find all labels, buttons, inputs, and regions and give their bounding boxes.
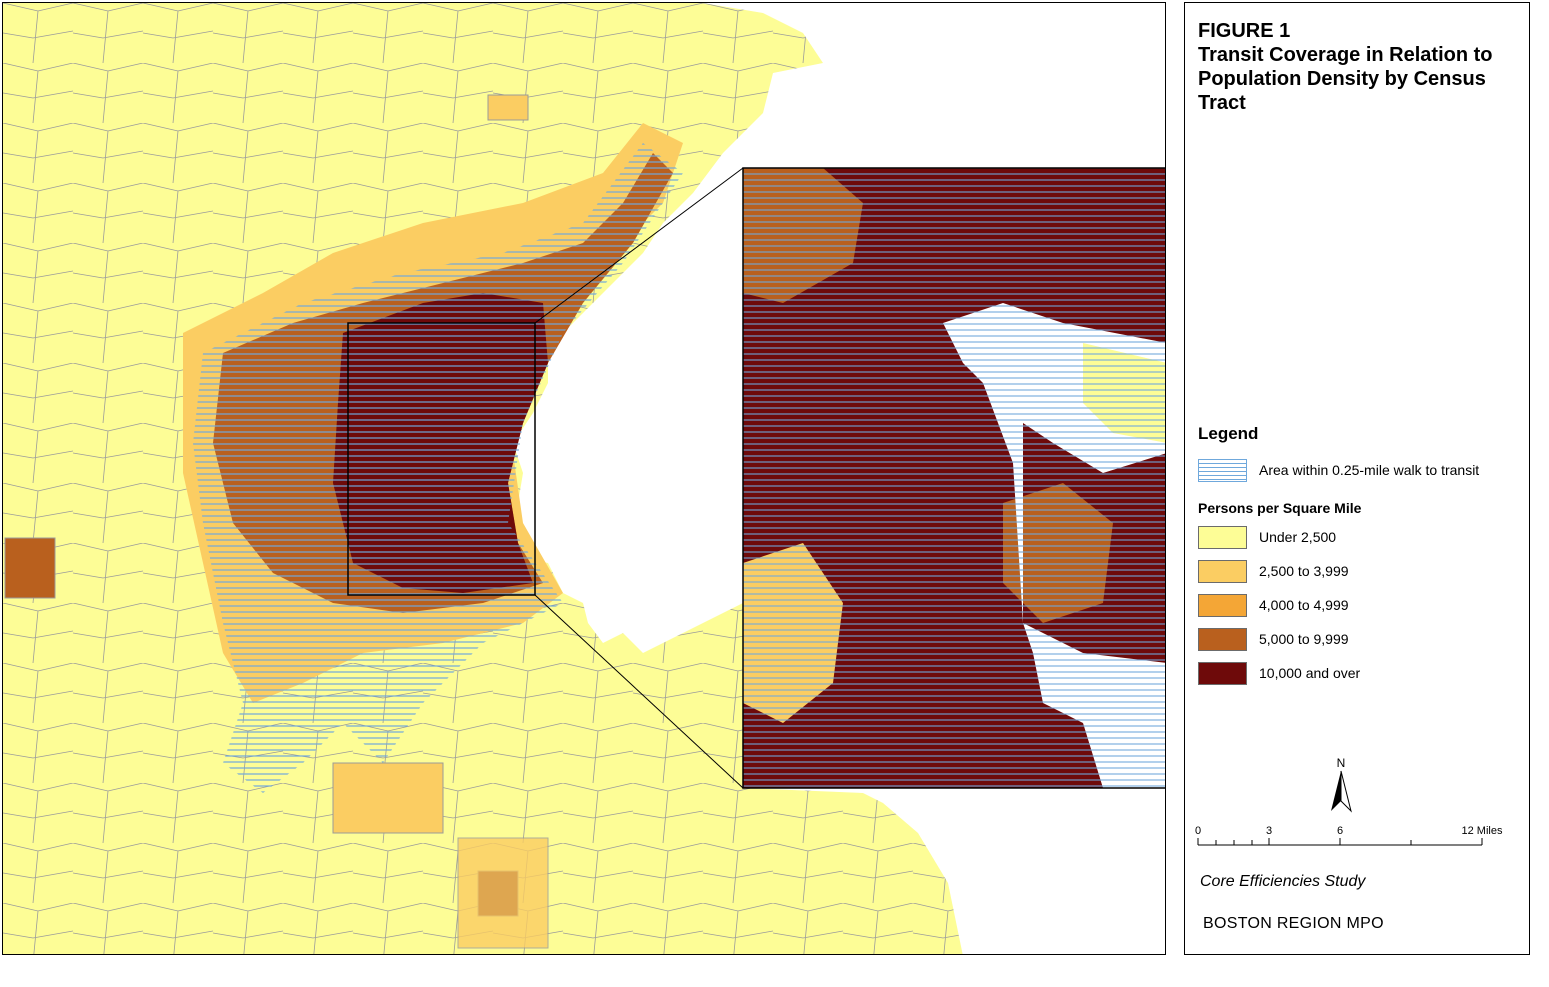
tract-sw-orange <box>332 762 444 834</box>
legend-item-class-0: Under 2,500 <box>1198 525 1336 549</box>
inset-leader-bottom <box>534 594 744 789</box>
tract-south-orange <box>457 837 549 949</box>
figure-label: FIGURE 1 <box>1198 20 1291 42</box>
scale-bar: 0 3 6 12 Miles <box>1195 825 1503 846</box>
main-map[interactable] <box>2 2 1166 955</box>
class-label-2: 4,000 to 4,999 <box>1259 597 1349 613</box>
figure-title: FIGURE 1 Transit Coverage in Relation to… <box>1198 19 1523 115</box>
scale-tick-0: 0 <box>1195 825 1201 837</box>
class-swatch-3 <box>1198 627 1247 651</box>
inset-source-box <box>347 322 536 596</box>
class-swatch-4 <box>1198 661 1247 685</box>
legend-item-class-2: 4,000 to 4,999 <box>1198 593 1349 617</box>
class-label-3: 5,000 to 9,999 <box>1259 631 1349 647</box>
legend-heading: Legend <box>1198 424 1259 443</box>
title-line-2: Population Density by Census <box>1198 68 1486 90</box>
transit-coverage-hatch <box>193 143 683 793</box>
class-label-1: 2,500 to 3,999 <box>1259 563 1349 579</box>
class-label-0: Under 2,500 <box>1259 529 1337 545</box>
map-canvas <box>3 3 1165 954</box>
study-name: Core Efficiencies Study <box>1200 873 1366 890</box>
class-label-4: 10,000 and over <box>1259 665 1361 681</box>
scale-tick-3: 3 <box>1266 825 1272 837</box>
inset-map <box>742 167 1165 789</box>
scale-tick-6: 6 <box>1337 825 1343 837</box>
north-arrow-icon: N <box>1331 756 1352 813</box>
inset-leader-top <box>534 167 744 324</box>
tract-orange-nw <box>487 94 529 121</box>
class-swatch-0 <box>1198 525 1247 549</box>
transit-label: Area within 0.25-mile walk to transit <box>1259 462 1480 478</box>
density-heading: Persons per Square Mile <box>1198 500 1362 516</box>
title-line-3: Tract <box>1198 92 1246 114</box>
organization-name: BOSTON REGION MPO <box>1203 915 1384 932</box>
legend-item-transit: Area within 0.25-mile walk to transit <box>1198 458 1479 482</box>
legend-panel: FIGURE 1 Transit Coverage in Relation to… <box>1184 2 1530 955</box>
tract-orange-west <box>4 537 56 599</box>
transit-hatch-swatch <box>1198 458 1247 482</box>
legend-item-class-1: 2,500 to 3,999 <box>1198 559 1349 583</box>
class-swatch-2 <box>1198 593 1247 617</box>
title-line-1: Transit Coverage in Relation to <box>1198 44 1493 66</box>
legend-item-class-4: 10,000 and over <box>1198 661 1360 685</box>
class-swatch-1 <box>1198 559 1247 583</box>
legend-item-class-3: 5,000 to 9,999 <box>1198 627 1349 651</box>
scale-tick-12: 12 Miles <box>1462 825 1503 837</box>
north-label: N <box>1337 756 1346 770</box>
